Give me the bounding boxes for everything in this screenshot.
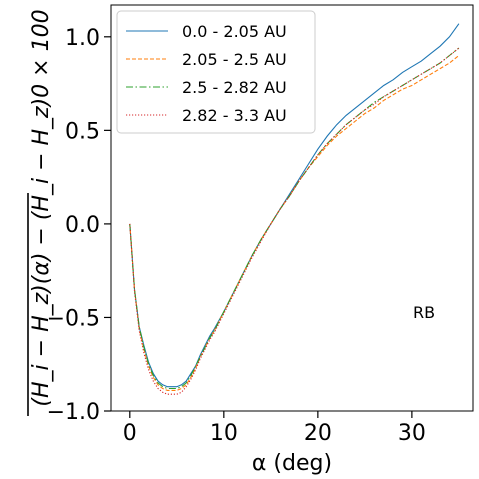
x-axis-label: α (deg) [252, 451, 332, 476]
x-tick-label: 20 [304, 421, 332, 446]
legend-label-2: 2.05 - 2.5 AU [182, 50, 287, 69]
y-tick-label: −1.0 [47, 400, 100, 425]
y-tick-label: 1.0 [65, 26, 100, 51]
x-tick-label: 30 [398, 421, 426, 446]
y-axis: −1.0 −0.5 0.0 0.5 1.0 [47, 26, 111, 425]
legend-label-3: 2.5 - 2.82 AU [182, 78, 287, 97]
series-line-4 [129, 47, 460, 395]
series-layer [129, 23, 460, 395]
annotation-rb: RB [413, 303, 435, 322]
legend-label-4: 2.82 - 3.3 AU [182, 106, 287, 125]
svg-text:(H_i − H_z)(α) − (H_i − H_z)0: (H_i − H_z)(α) − (H_i − H_z)0 × 100 [29, 9, 54, 406]
legend: 0.0 - 2.05 AU 2.05 - 2.5 AU 2.5 - 2.82 AU 2… [116, 10, 316, 134]
y-axis-label: (H_i − H_z)(α) − (H_i − H_z)0 × 100 [27, 9, 54, 416]
y-tick-label: 0.0 [65, 213, 100, 238]
series-line-2 [129, 55, 460, 391]
x-tick-label: 10 [210, 421, 238, 446]
y-tick-label: 0.5 [65, 119, 100, 144]
y-tick-label: −0.5 [47, 306, 100, 331]
x-tick-label: 0 [123, 421, 137, 446]
legend-frame [116, 10, 316, 134]
x-axis: 0 10 20 30 [123, 411, 426, 446]
plot-frame [110, 4, 474, 412]
legend-label-1: 0.0 - 2.05 AU [182, 22, 287, 41]
